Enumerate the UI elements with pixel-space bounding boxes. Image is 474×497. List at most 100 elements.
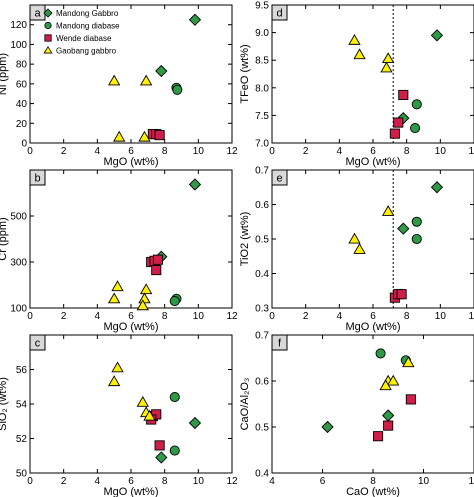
- x-tick-label: 12: [468, 146, 474, 157]
- data-point-circle: [172, 84, 183, 95]
- data-point-triangle: [111, 361, 124, 373]
- y-tick-label: 0.7: [255, 331, 269, 342]
- data-point-triangle: [381, 52, 395, 64]
- panel-letter-box: [29, 169, 46, 186]
- data-point-triangle: [136, 395, 149, 407]
- y-tick-label: 300: [10, 258, 27, 269]
- x-axis: 0 2 4 6 8 10 12: [269, 5, 474, 157]
- data-point-circle: [411, 99, 422, 110]
- y-tick-label: 7.0: [255, 139, 269, 150]
- data-points: [348, 29, 444, 139]
- y-tick-label: 0: [21, 139, 27, 150]
- x-tick-label: 12: [226, 146, 238, 157]
- y-tick-label: 0.7: [255, 166, 269, 177]
- data-points: [321, 348, 416, 442]
- data-point-diamond: [397, 222, 410, 235]
- y-tick-label: 8.0: [255, 83, 269, 94]
- x-axis: 0 2 4 6 8 10 12: [27, 335, 238, 487]
- panel-d: 0 2 4 6 8 10 12 MgO (wt%) 7.0 7.5 8.0 8.5 9.0 9.5 TFeO…: [239, 1, 474, 168]
- data-point-square: [389, 128, 400, 139]
- data-point-triangle: [353, 48, 366, 60]
- panel-letter: c: [35, 338, 41, 350]
- data-point-circle: [169, 392, 180, 403]
- x-tick-label: 8: [370, 476, 376, 487]
- data-point-triangle: [348, 34, 361, 45]
- data-point-triangle: [138, 130, 151, 142]
- y-tick-label: 0.6: [255, 377, 269, 388]
- panel-letter-box: [271, 4, 288, 21]
- data-points: [107, 13, 202, 142]
- data-point-triangle: [139, 283, 153, 295]
- data-point-square: [151, 265, 162, 276]
- x-axis-title: CaO (wt%): [346, 486, 400, 497]
- x-tick-label: 2: [61, 311, 67, 322]
- plot-frame: [29, 334, 233, 474]
- data-point-triangle: [139, 74, 153, 86]
- panel-e: 0 2 4 6 8 10 12 MgO (wt%) 0.3 0.4 0.5 0.6 0.7 TiO2 (w…: [239, 166, 474, 333]
- data-point-triangle: [107, 375, 121, 387]
- y-tick-label: 500: [10, 212, 27, 223]
- legend-marker: [44, 34, 52, 42]
- y-axis-title: TFeO (wt%): [239, 44, 251, 103]
- y-axis: 50 52 54 56: [16, 365, 232, 480]
- data-point-triangle: [402, 356, 415, 368]
- y-tick-label: 8.5: [255, 56, 269, 67]
- y-tick-label: 20: [16, 119, 28, 130]
- data-point-circle: [375, 348, 386, 359]
- x-tick-label: 10: [193, 146, 205, 157]
- x-tick-label: 10: [435, 311, 447, 322]
- y-axis-title: Ni (ppm): [0, 53, 9, 95]
- data-point-diamond: [188, 13, 202, 26]
- x-tick-label: 12: [468, 311, 474, 322]
- x-tick-label: 8: [162, 311, 168, 322]
- x-tick-label: 6: [128, 476, 134, 487]
- y-axis-title: SiO₂ (wt%): [0, 377, 9, 431]
- panel-letter: b: [34, 173, 40, 185]
- x-tick-label: 6: [320, 476, 326, 487]
- x-axis-title: MgO (wt%): [346, 156, 401, 168]
- y-axis: 7.0 7.5 8.0 8.5 9.0 9.5: [255, 1, 474, 150]
- x-tick-label: 10: [193, 311, 205, 322]
- x-tick-label: 4: [269, 476, 275, 487]
- x-axis-title: MgO (wt%): [104, 486, 159, 497]
- x-tick-label: 4: [95, 311, 101, 322]
- x-tick-label: 0: [27, 311, 33, 322]
- legend-label: Wende diabase: [56, 34, 112, 43]
- x-tick-label: 4: [337, 146, 343, 157]
- x-axis: 0 2 4 6 8 10 12: [27, 5, 238, 157]
- data-point-triangle: [143, 409, 156, 421]
- x-tick-label: 4: [95, 476, 101, 487]
- data-point-triangle: [348, 232, 361, 244]
- y-axis: 100 300 500: [10, 212, 232, 315]
- x-axis-title: MgO (wt%): [346, 321, 401, 333]
- legend: Mandong Gabbro Mandong diabase Wende diaba…: [43, 8, 120, 56]
- x-tick-label: 12: [226, 476, 238, 487]
- x-tick-label: 8: [162, 476, 168, 487]
- data-point-square: [152, 254, 163, 265]
- x-tick-label: 2: [303, 146, 309, 157]
- x-axis-title: MgO (wt%): [104, 321, 159, 333]
- x-tick-label: 12: [468, 476, 474, 487]
- data-points: [348, 181, 444, 303]
- x-axis: 4 6 8 10 12: [269, 335, 474, 487]
- data-point-diamond: [188, 178, 202, 191]
- plot-frame: [271, 4, 474, 144]
- y-tick-label: 9.5: [255, 1, 269, 12]
- data-point-circle: [169, 445, 180, 456]
- x-tick-label: 6: [128, 146, 134, 157]
- data-point-triangle: [107, 74, 121, 86]
- panel-letter: e: [276, 173, 282, 185]
- x-tick-label: 0: [27, 146, 33, 157]
- y-tick-label: 7.5: [255, 111, 269, 122]
- x-tick-label: 0: [27, 476, 33, 487]
- y-tick-label: 0.6: [255, 200, 269, 211]
- data-point-diamond: [155, 451, 168, 464]
- x-tick-label: 4: [95, 146, 101, 157]
- plot-frame: [29, 169, 233, 309]
- legend-marker: [44, 21, 52, 30]
- legend-marker: [43, 8, 53, 18]
- plot-frame: [271, 169, 474, 309]
- x-tick-label: 8: [404, 311, 410, 322]
